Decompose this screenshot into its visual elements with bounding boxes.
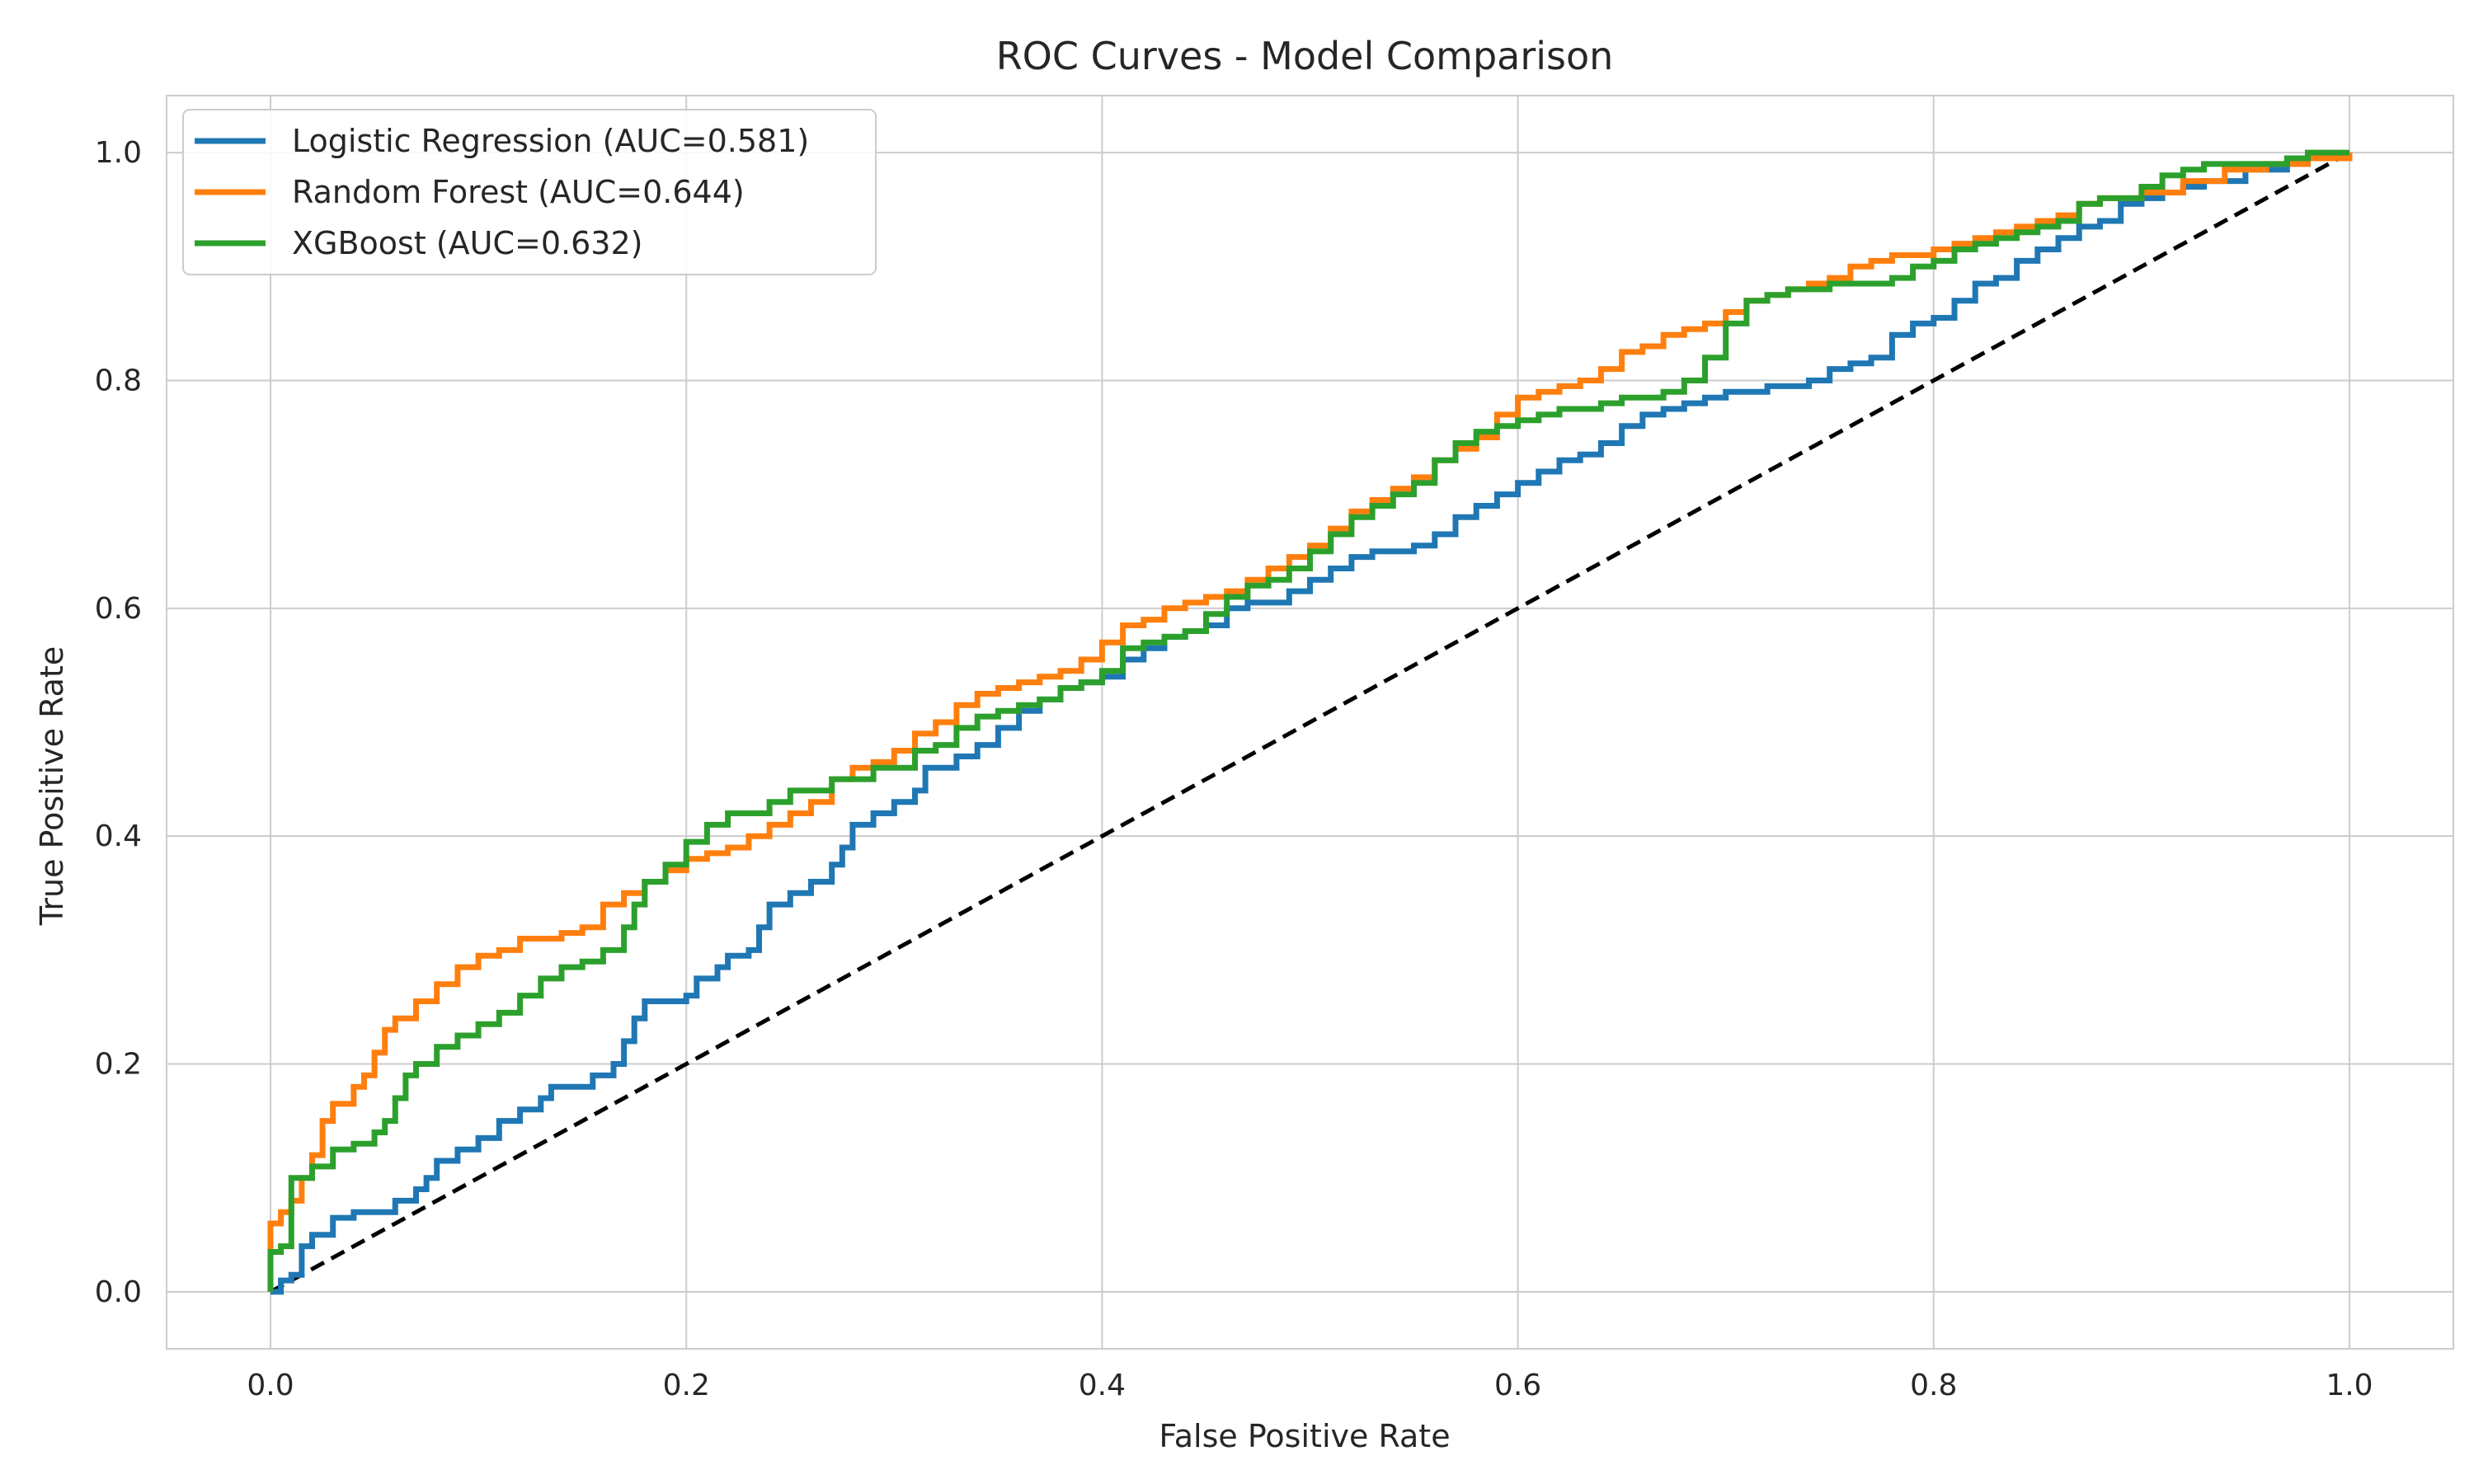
chart-title: ROC Curves - Model Comparison xyxy=(996,34,1614,78)
tick-label-layer: 0.0 0.2 0.4 0.6 0.8 1.0 0.0 0.2 0.4 0.6 0.8 1.0 xyxy=(95,136,2373,1402)
series-line-1 xyxy=(267,153,2353,1292)
y-tick-label: 1.0 xyxy=(95,136,142,170)
series-layer xyxy=(267,149,2353,1295)
plot-frame xyxy=(166,95,2454,1350)
x-tick-label: 0.2 xyxy=(663,1369,710,1402)
x-tick-label: 0.0 xyxy=(247,1369,294,1402)
y-tick-label: 0.0 xyxy=(95,1275,142,1309)
x-tick-label: 1.0 xyxy=(2326,1369,2373,1402)
y-tick-label: 0.2 xyxy=(95,1048,142,1082)
legend-label: Logistic Regression (AUC=0.581) xyxy=(292,123,809,159)
legend-label: Random Forest (AUC=0.644) xyxy=(292,174,745,210)
y-tick-label: 0.4 xyxy=(95,819,142,853)
y-axis-title: True Positive Rate xyxy=(34,646,70,927)
legend: Logistic Regression (AUC=0.581) Random Fo… xyxy=(182,109,877,275)
x-tick-label: 0.8 xyxy=(1910,1369,1957,1402)
y-tick-label: 0.8 xyxy=(95,364,142,397)
series-line-2 xyxy=(267,149,2349,1292)
x-tick-label: 0.4 xyxy=(1079,1369,1126,1402)
x-tick-label: 0.6 xyxy=(1494,1369,1541,1402)
chance-reference-line xyxy=(269,150,2351,1294)
grid-layer xyxy=(167,96,2453,1349)
legend-box xyxy=(182,109,877,275)
legend-label: XGBoost (AUC=0.632) xyxy=(292,225,642,261)
x-axis-title: False Positive Rate xyxy=(1159,1418,1450,1454)
reference-line-layer xyxy=(269,150,2351,1294)
y-tick-label: 0.6 xyxy=(95,592,142,626)
